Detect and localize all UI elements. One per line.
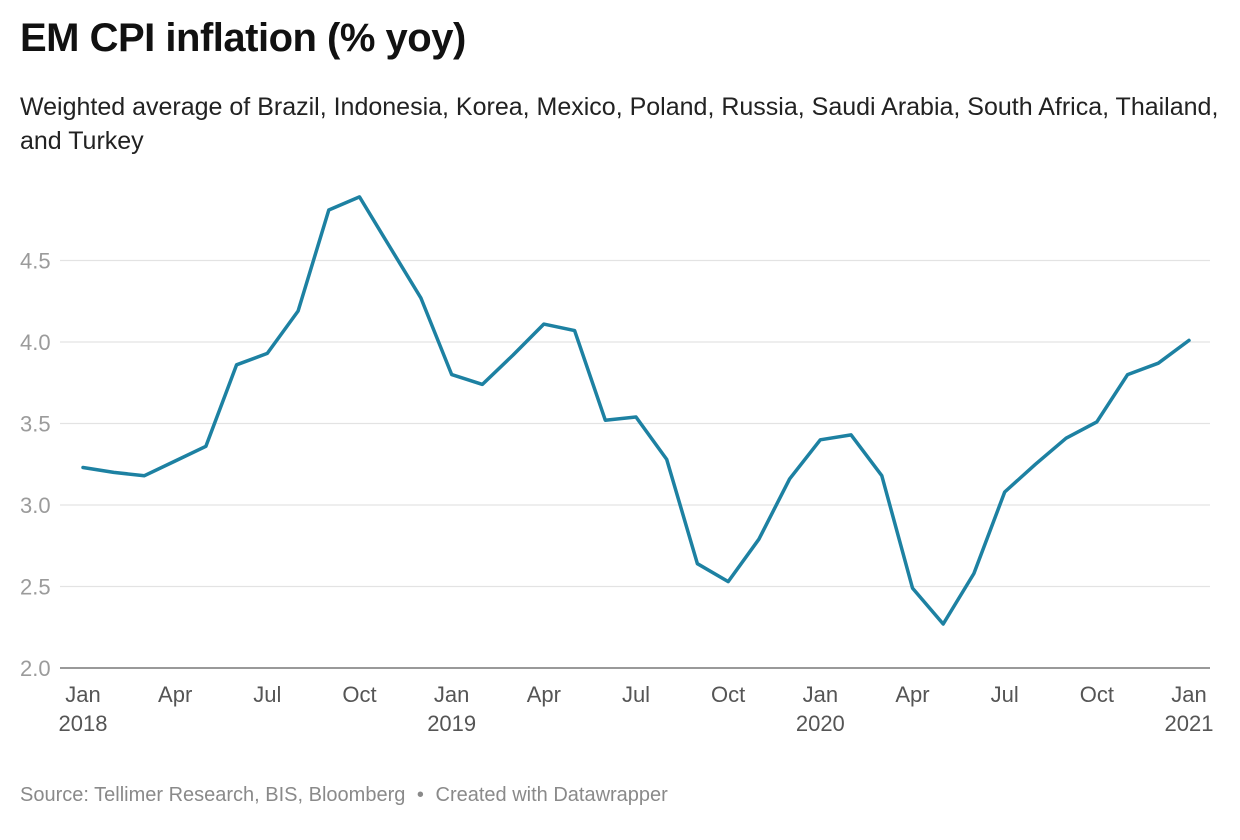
data-point[interactable] <box>599 414 611 426</box>
series-line <box>81 195 1191 626</box>
data-point[interactable] <box>292 305 304 317</box>
y-tick-label: 3.5 <box>20 412 51 437</box>
data-point[interactable] <box>1152 357 1164 369</box>
data-point[interactable] <box>446 369 458 381</box>
data-point[interactable] <box>753 533 765 545</box>
x-tick-year-label: 2019 <box>427 711 476 736</box>
data-point[interactable] <box>77 462 89 474</box>
data-point[interactable] <box>968 568 980 580</box>
x-tick-label: Jan <box>1171 682 1206 707</box>
x-tick-label: Jan <box>434 682 469 707</box>
data-point[interactable] <box>999 486 1011 498</box>
data-point[interactable] <box>261 347 273 359</box>
data-point[interactable] <box>507 349 519 361</box>
data-point[interactable] <box>876 470 888 482</box>
data-point[interactable] <box>476 378 488 390</box>
data-point[interactable] <box>1183 334 1195 346</box>
x-tick-year-label: 2020 <box>796 711 845 736</box>
footer: Source: Tellimer Research, BIS, Bloomber… <box>20 784 668 807</box>
data-point[interactable] <box>169 455 181 467</box>
data-point[interactable] <box>138 470 150 482</box>
data-point[interactable] <box>1122 369 1134 381</box>
chart-subtitle: Weighted average of Brazil, Indonesia, K… <box>20 93 1219 155</box>
data-point[interactable] <box>907 582 919 594</box>
data-point[interactable] <box>200 440 212 452</box>
x-tick-label: Jan <box>65 682 100 707</box>
data-point[interactable] <box>323 204 335 216</box>
x-tick-label: Jul <box>253 682 281 707</box>
x-tick-label: Jul <box>991 682 1019 707</box>
data-point[interactable] <box>538 318 550 330</box>
line-chart: 2.0 2.5 3.0 3.5 4.0 4.5 Jan 2018 Apr Jul Oct Jan 20… <box>20 191 1214 736</box>
data-point[interactable] <box>722 576 734 588</box>
data-point[interactable] <box>1029 458 1041 470</box>
data-point[interactable] <box>845 429 857 441</box>
gridlines <box>60 259 1210 669</box>
data-point[interactable] <box>384 242 396 254</box>
x-tick-label: Oct <box>1080 682 1114 707</box>
data-point[interactable] <box>108 466 120 478</box>
x-tick-label: Jul <box>622 682 650 707</box>
footer-separator: • <box>416 784 424 806</box>
y-tick-label: 2.5 <box>20 575 51 600</box>
source-note: Source: Tellimer Research, BIS, Bloomber… <box>20 784 406 806</box>
data-point[interactable] <box>231 359 243 371</box>
x-axis: Jan 2018 Apr Jul Oct Jan 2019 Apr Jul Oct Jan 2020 A… <box>59 682 1214 736</box>
y-tick-label: 4.0 <box>20 330 51 355</box>
x-tick-label: Apr <box>158 682 192 707</box>
data-point[interactable] <box>1091 416 1103 428</box>
data-point[interactable] <box>415 292 427 304</box>
data-point[interactable] <box>784 473 796 485</box>
data-point[interactable] <box>630 411 642 423</box>
x-tick-year-label: 2021 <box>1165 711 1214 736</box>
x-tick-year-label: 2018 <box>59 711 108 736</box>
y-tick-label: 2.0 <box>20 656 51 681</box>
chart-title: EM CPI inflation (% yoy) <box>20 16 466 60</box>
x-tick-label: Jan <box>803 682 838 707</box>
credit-link[interactable]: Created with Datawrapper <box>435 784 668 806</box>
data-point[interactable] <box>661 453 673 465</box>
y-tick-label: 3.0 <box>20 493 51 518</box>
data-point[interactable] <box>354 191 366 203</box>
data-point[interactable] <box>1060 432 1072 444</box>
x-tick-label: Apr <box>895 682 929 707</box>
x-tick-label: Apr <box>527 682 561 707</box>
data-point[interactable] <box>814 434 826 446</box>
series <box>77 191 1195 630</box>
y-axis: 2.0 2.5 3.0 3.5 4.0 4.5 <box>20 249 51 682</box>
data-point[interactable] <box>569 325 581 337</box>
y-tick-label: 4.5 <box>20 249 51 274</box>
x-tick-label: Oct <box>342 682 376 707</box>
data-point[interactable] <box>691 558 703 570</box>
x-tick-label: Oct <box>711 682 745 707</box>
data-point[interactable] <box>937 618 949 630</box>
